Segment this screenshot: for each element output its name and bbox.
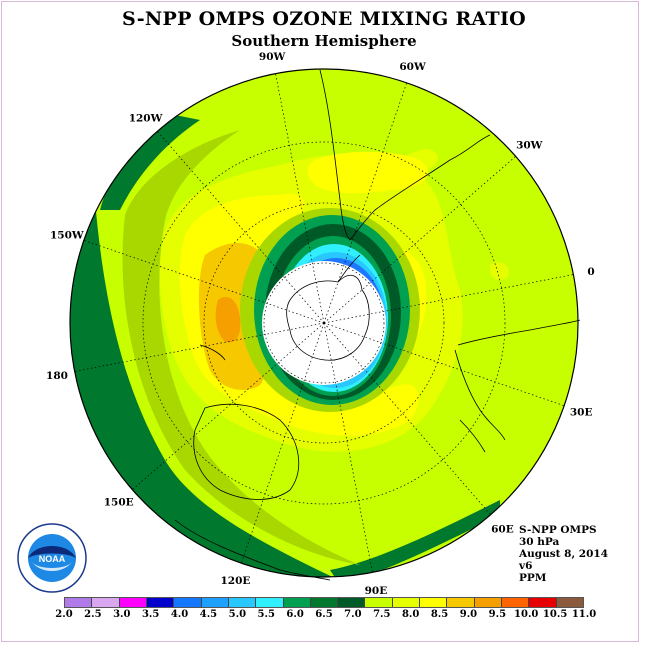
colorbar-tick-label: 5.5 bbox=[257, 609, 275, 620]
longitude-label: 120W bbox=[129, 113, 163, 125]
colorbar-swatch bbox=[146, 598, 175, 607]
longitude-label: 60E bbox=[491, 523, 514, 535]
ozone-contour-6-5-sw bbox=[330, 500, 500, 577]
colorbar-swatch bbox=[228, 598, 257, 607]
lat-circle-45s bbox=[142, 141, 506, 505]
longitude-label: 180 bbox=[46, 370, 68, 382]
info-version: v6 bbox=[519, 560, 533, 572]
info-date: August 8, 2014 bbox=[519, 548, 609, 560]
lat-circle-60s bbox=[203, 202, 445, 444]
colorbar-swatch bbox=[65, 598, 93, 607]
colorbar-swatch bbox=[92, 598, 120, 607]
colorbar-swatch bbox=[338, 598, 366, 607]
map-subtitle: Southern Hemisphere bbox=[231, 32, 417, 50]
ozone-contour-6-5-west bbox=[70, 100, 380, 577]
noaa-logo: NOAA bbox=[17, 523, 87, 593]
coastlines bbox=[174, 69, 581, 581]
africa-coast-south bbox=[454, 349, 506, 441]
colorbar-tick-label: 7.0 bbox=[344, 609, 362, 620]
product-info: S-NPP OMPS 30 hPa August 8, 2014 v6 PPM bbox=[519, 524, 608, 584]
colorbar-swatch bbox=[529, 598, 557, 607]
colorbar-tick-label: 10.5 bbox=[542, 609, 568, 620]
south-america-coast bbox=[319, 69, 491, 241]
longitude-label: 30W bbox=[516, 140, 543, 152]
longitude-label: 60W bbox=[399, 61, 426, 73]
colorbar-tick-label: 8.5 bbox=[430, 609, 449, 620]
colorbar-swatch bbox=[392, 598, 421, 607]
info-pressure: 30 hPa bbox=[519, 536, 560, 548]
colorbar-swatch bbox=[447, 598, 475, 607]
info-instrument: S-NPP OMPS bbox=[519, 524, 597, 536]
colorbar-tick-label: 7.5 bbox=[373, 609, 391, 620]
longitude-labels: 90W 60W 30W 0 30E 60E 90E 120E 150E 180 150W 120W bbox=[46, 51, 595, 597]
ozone-field bbox=[70, 69, 578, 577]
longitude-label: 30E bbox=[570, 407, 593, 419]
colorbar-tick-label: 9.0 bbox=[459, 609, 478, 620]
longitude-label: 90W bbox=[259, 51, 286, 63]
ozone-contour-8-0-east bbox=[489, 262, 509, 281]
ozone-contour-9-5 bbox=[215, 296, 241, 343]
longitude-label: 0 bbox=[587, 266, 594, 278]
madagascar bbox=[459, 419, 486, 453]
colorbar-swatch bbox=[310, 598, 339, 607]
colorbar-swatch bbox=[556, 598, 583, 607]
colorbar-swatch bbox=[420, 598, 448, 607]
new-zealand bbox=[199, 344, 226, 361]
colorbar-tick-label: 2.5 bbox=[84, 609, 102, 620]
ozone-contour-7-0 bbox=[122, 130, 360, 565]
antarctic-peninsula bbox=[337, 254, 361, 283]
colorbar-tick-label: 2.0 bbox=[55, 609, 73, 620]
colorbar-tick-label: 10.0 bbox=[514, 609, 539, 620]
colorbar-swatch bbox=[365, 598, 393, 607]
colorbar-tick-label: 4.5 bbox=[199, 609, 218, 620]
ozone-contour-6-5-nw bbox=[100, 115, 200, 210]
longitude-label: 150E bbox=[104, 496, 134, 508]
colorbar-tick-label: 9.5 bbox=[488, 609, 507, 620]
colorbar-tick-label: 11.0 bbox=[571, 609, 597, 620]
colorbar-swatch bbox=[474, 598, 502, 607]
africa-coast-north bbox=[457, 319, 581, 346]
colorbar-tick-label: 4.0 bbox=[170, 609, 189, 620]
colorbar-swatch bbox=[283, 598, 311, 607]
colorbar-tick-label: 6.5 bbox=[315, 609, 333, 620]
page-frame bbox=[1, 1, 639, 642]
colorbar-swatch bbox=[174, 598, 202, 607]
colorbar-swatch bbox=[256, 598, 284, 607]
colorbar bbox=[64, 597, 584, 608]
colorbar-tick-label: 3.5 bbox=[141, 609, 160, 620]
longitude-label: 90E bbox=[365, 585, 388, 597]
info-units: PPM bbox=[519, 572, 547, 584]
colorbar-tick-label: 5.0 bbox=[228, 609, 247, 620]
ozone-contour-8-5-north bbox=[307, 151, 429, 194]
lat-circle-70s bbox=[263, 262, 385, 384]
colorbar-ticks: 2.0 2.5 3.0 3.5 4.0 4.5 5.0 5.5 6.0 6.5 7.0 7.5 8.0 8… bbox=[55, 609, 596, 623]
longitude-label: 120E bbox=[220, 575, 250, 587]
colorbar-tick-label: 3.0 bbox=[113, 609, 131, 620]
colorbar-swatch bbox=[119, 598, 147, 607]
longitude-label: 150W bbox=[50, 229, 84, 241]
colorbar-swatch bbox=[502, 598, 530, 607]
noaa-logo-text: NOAA bbox=[39, 554, 66, 564]
colorbar-tick-label: 8.0 bbox=[401, 609, 420, 620]
australia-coast bbox=[193, 403, 300, 500]
colorbar-swatch bbox=[201, 598, 229, 607]
colorbar-tick-label: 6.0 bbox=[286, 609, 304, 620]
map-title: S-NPP OMPS OZONE MIXING RATIO bbox=[121, 8, 527, 30]
latitude-grid bbox=[142, 141, 506, 505]
map-boundary bbox=[69, 68, 579, 578]
